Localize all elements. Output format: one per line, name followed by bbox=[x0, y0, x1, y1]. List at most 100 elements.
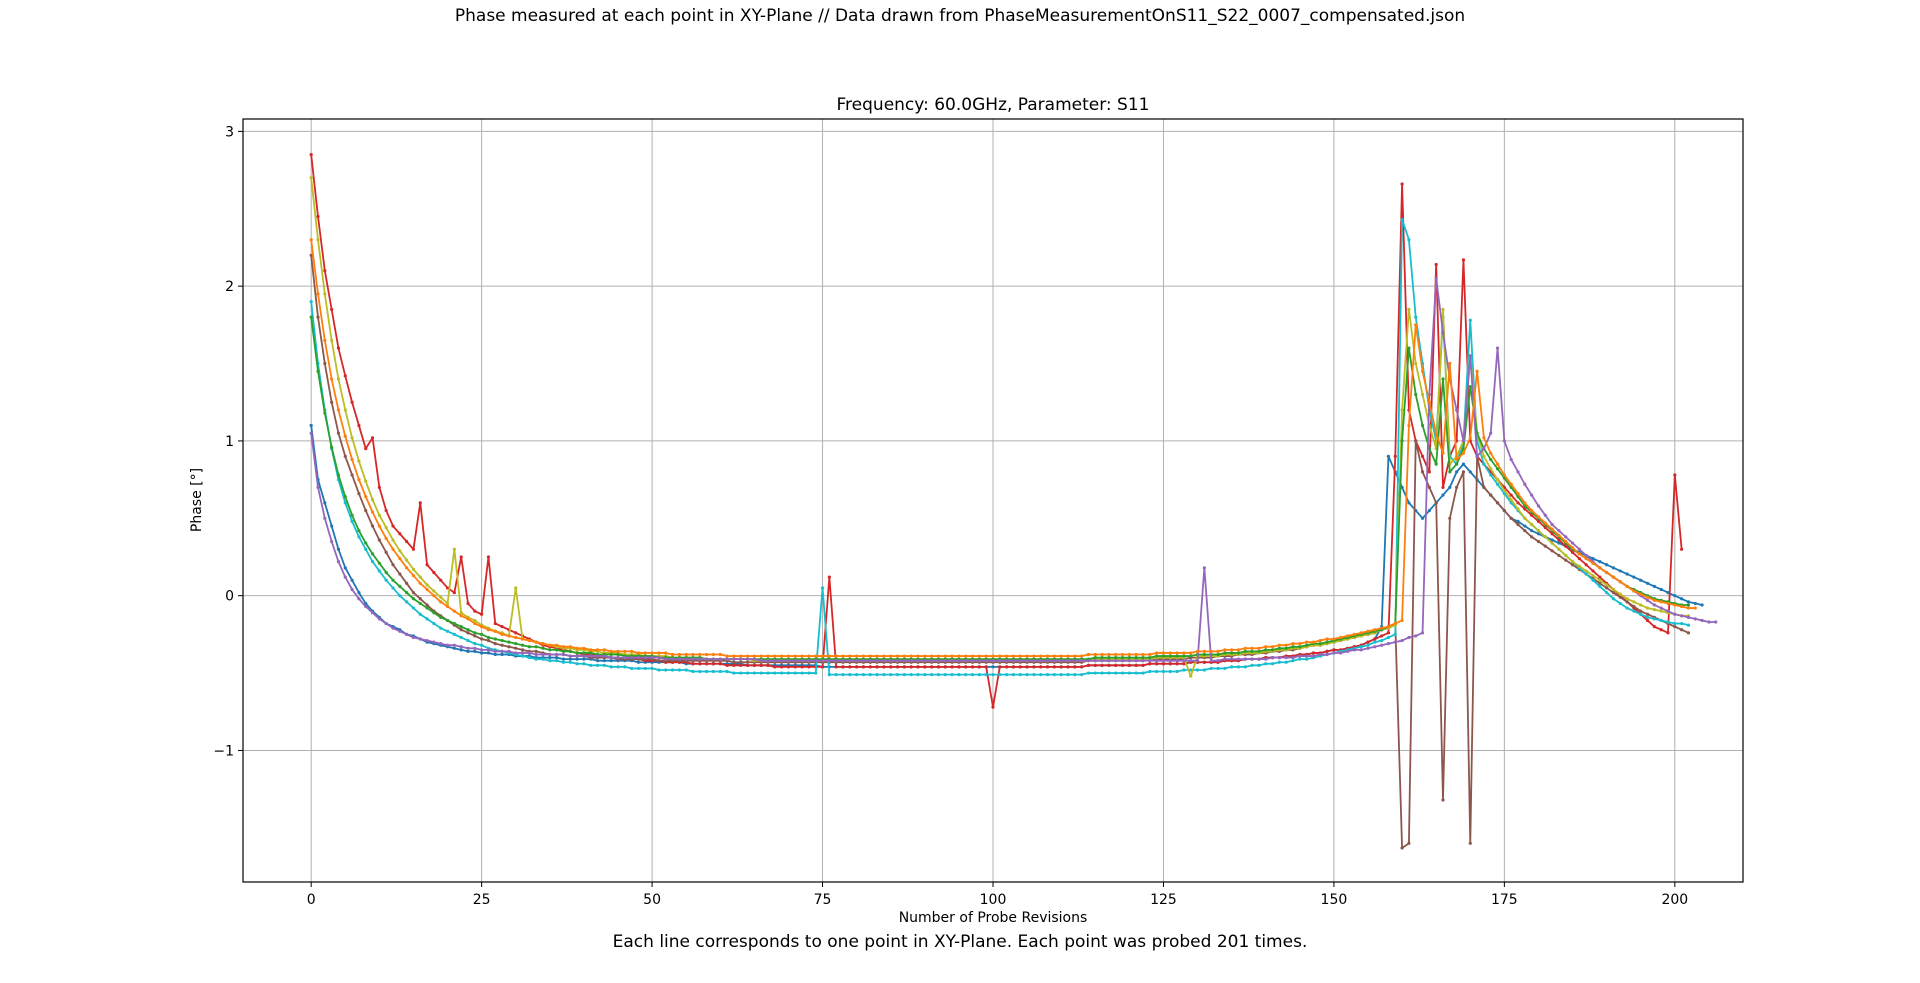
data-point bbox=[739, 671, 743, 675]
data-point bbox=[336, 547, 341, 551]
data-point bbox=[1570, 546, 1575, 550]
data-point bbox=[848, 659, 852, 663]
data-point bbox=[745, 663, 750, 667]
data-point bbox=[950, 673, 954, 677]
data-point bbox=[1039, 654, 1043, 658]
data-point bbox=[350, 436, 354, 440]
data-point bbox=[411, 567, 416, 571]
data-point bbox=[1550, 538, 1554, 542]
data-point bbox=[1093, 652, 1097, 657]
data-point bbox=[943, 665, 947, 669]
data-point bbox=[739, 660, 743, 664]
data-point bbox=[1516, 522, 1520, 527]
data-point bbox=[1114, 652, 1118, 657]
data-point bbox=[466, 617, 470, 621]
data-point bbox=[1018, 665, 1022, 669]
data-point bbox=[1073, 673, 1077, 677]
data-point bbox=[445, 629, 450, 633]
data-point bbox=[882, 659, 886, 663]
data-point bbox=[1680, 547, 1684, 551]
data-point bbox=[1393, 640, 1397, 644]
data-point bbox=[1114, 659, 1118, 663]
data-point bbox=[1584, 563, 1588, 567]
data-point bbox=[1243, 649, 1247, 654]
data-point bbox=[643, 651, 647, 655]
data-point bbox=[1141, 655, 1145, 660]
data-point bbox=[357, 423, 361, 428]
data-point bbox=[1318, 638, 1322, 643]
data-point bbox=[1318, 652, 1322, 657]
data-point bbox=[752, 654, 756, 658]
data-point bbox=[1093, 671, 1097, 675]
data-point bbox=[1666, 631, 1670, 635]
data-point bbox=[336, 473, 341, 477]
data-point bbox=[1223, 666, 1227, 671]
data-point bbox=[1564, 553, 1568, 558]
data-point bbox=[705, 669, 709, 674]
data-point bbox=[418, 581, 422, 585]
grid-lines bbox=[243, 119, 1743, 882]
data-point bbox=[684, 652, 688, 657]
data-point bbox=[1414, 634, 1418, 638]
data-point bbox=[1489, 467, 1493, 471]
data-point bbox=[1243, 646, 1247, 650]
data-point bbox=[370, 560, 375, 564]
data-point bbox=[1448, 516, 1452, 520]
data-point bbox=[336, 431, 341, 435]
data-point bbox=[1100, 655, 1104, 660]
data-point bbox=[1250, 649, 1254, 654]
data-point bbox=[405, 558, 409, 562]
data-point bbox=[1339, 651, 1343, 655]
data-point bbox=[486, 648, 491, 652]
data-point bbox=[411, 573, 416, 578]
data-point bbox=[514, 646, 518, 650]
data-point bbox=[316, 369, 320, 373]
data-point bbox=[1523, 529, 1527, 533]
data-point bbox=[1502, 488, 1506, 493]
data-point bbox=[800, 654, 804, 658]
data-point bbox=[1039, 665, 1043, 669]
data-point bbox=[1018, 654, 1022, 658]
data-point bbox=[1264, 648, 1268, 652]
x-axis-ticks: 0 25 50 75 100 125 150 175 200 bbox=[307, 882, 1688, 908]
data-point bbox=[439, 626, 443, 630]
x-tick-label: 100 bbox=[980, 892, 1007, 908]
data-point bbox=[786, 654, 791, 658]
data-point bbox=[984, 654, 988, 658]
data-point bbox=[1611, 597, 1616, 601]
data-point bbox=[1230, 651, 1234, 655]
data-point bbox=[1209, 666, 1213, 671]
data-point bbox=[350, 473, 354, 477]
data-point bbox=[977, 665, 981, 669]
data-point bbox=[1318, 642, 1322, 646]
data-point bbox=[827, 575, 831, 579]
data-point bbox=[1270, 655, 1275, 660]
data-point bbox=[493, 637, 497, 641]
data-point bbox=[1011, 659, 1016, 663]
data-point bbox=[1707, 620, 1711, 624]
data-point bbox=[473, 649, 477, 654]
data-point bbox=[514, 651, 518, 655]
data-point bbox=[1461, 258, 1466, 262]
data-point bbox=[418, 612, 422, 616]
data-point bbox=[323, 292, 327, 296]
data-point bbox=[1073, 659, 1077, 663]
data-point bbox=[1230, 648, 1234, 652]
data-point bbox=[1380, 643, 1384, 647]
data-point bbox=[1652, 603, 1656, 607]
data-point bbox=[575, 646, 579, 650]
data-point bbox=[1148, 669, 1152, 674]
data-point bbox=[568, 657, 572, 661]
data-point bbox=[432, 621, 436, 626]
data-point bbox=[1155, 654, 1159, 658]
data-point bbox=[1393, 621, 1397, 626]
data-point bbox=[350, 513, 354, 517]
data-point bbox=[1618, 601, 1622, 606]
data-point bbox=[848, 665, 852, 669]
data-point bbox=[500, 649, 504, 654]
data-point bbox=[1414, 392, 1418, 397]
data-point bbox=[1168, 669, 1172, 674]
figure-suptitle: Phase measured at each point in XY-Plane… bbox=[454, 6, 1466, 26]
data-point bbox=[1264, 657, 1268, 661]
data-point bbox=[766, 663, 770, 667]
